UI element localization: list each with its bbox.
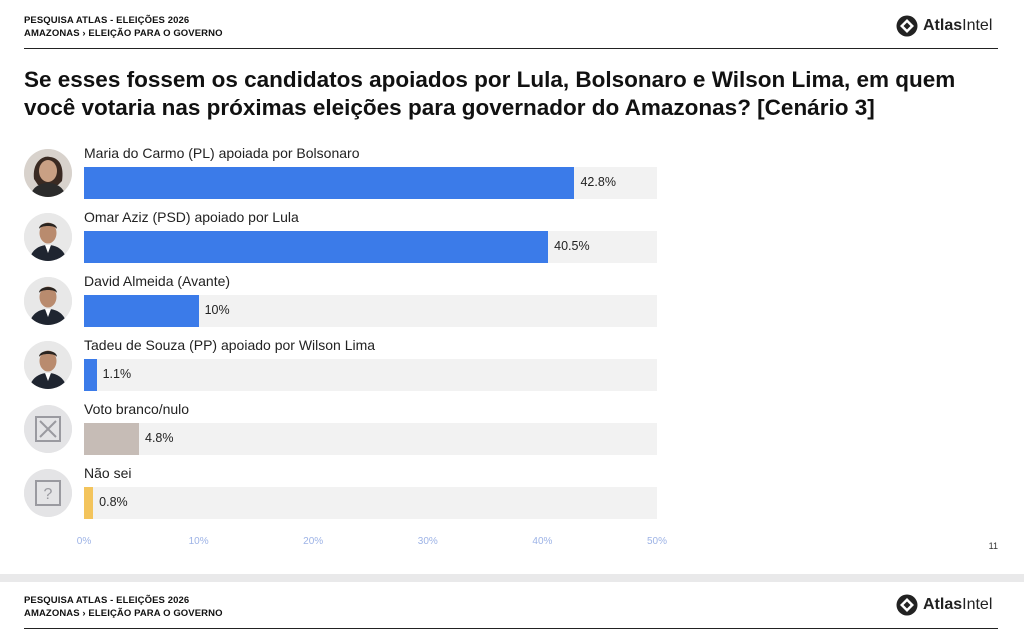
bar [84,487,94,519]
chart-row: David Almeida (Avante) 10% [24,273,664,333]
bar-track: 1.1% [84,359,657,391]
blank-vote-icon [24,405,72,453]
category-label: Voto branco/nulo [84,401,190,417]
logo-text-regular: Intel [962,17,993,34]
value-label: 10% [204,303,230,317]
logo-text-bold: Atlas [923,17,963,34]
next-breadcrumb: AMAZONAS › ELEIÇÃO PARA O GOVERNO [24,608,223,619]
chart-row: ? Não sei 0.8% [24,465,664,525]
atlasintel-logo: AtlasIntel [896,15,992,37]
bar [84,295,199,327]
candidate-avatar [24,213,72,261]
candidate-avatar [24,341,72,389]
x-tick-label: 0% [76,536,92,547]
avatar-woman-icon [24,149,72,197]
candidate-avatar [24,149,72,197]
candidate-avatar [24,405,72,453]
question-mark-icon: ? [24,469,72,517]
category-label: Maria do Carmo (PL) apoiada por Bolsonar… [84,145,360,161]
survey-header: PESQUISA ATLAS - ELEIÇÕES 2026 AMAZONAS … [24,14,223,40]
question-title: Se esses fossem os candidatos apoiados p… [24,67,956,120]
bar [84,167,575,199]
candidate-avatar [24,277,72,325]
next-logo-text-bold: Atlas [923,596,963,613]
bar-track: 4.8% [84,423,657,455]
next-survey-title: PESQUISA ATLAS - ELEIÇÕES 2026 [24,595,190,606]
survey-title: PESQUISA ATLAS - ELEIÇÕES 2026 [24,15,190,26]
next-logo-text-regular: Intel [962,596,993,613]
svg-text:?: ? [44,486,53,503]
value-label: 1.1% [102,367,132,381]
chart-row: Maria do Carmo (PL) apoiada por Bolsonar… [24,145,664,205]
x-tick-label: 40% [532,536,553,547]
breadcrumb: AMAZONAS › ELEIÇÃO PARA O GOVERNO [24,28,223,39]
bar-track: 10% [84,295,657,327]
value-label: 4.8% [145,431,174,445]
page-number: 11 [988,541,998,551]
bar [84,231,549,263]
slide: PESQUISA ATLAS - ELEIÇÕES 2026 AMAZONAS … [0,0,1024,574]
category-label: Não sei [84,465,132,481]
next-slide: PESQUISA ATLAS - ELEIÇÕES 2026 AMAZONAS … [0,582,1024,632]
bar [84,423,139,455]
avatar-man-icon [24,213,72,261]
next-atlasintel-logo-icon [896,594,918,616]
candidate-avatar: ? [24,469,72,517]
category-label: David Almeida (Avante) [84,273,231,289]
bar [84,359,97,391]
chart-row: Voto branco/nulo 4.8% [24,401,664,461]
chart-row: Omar Aziz (PSD) apoiado por Lula 40.5% [24,209,664,269]
header-divider [24,48,998,49]
value-label: 40.5% [554,239,590,253]
avatar-man-icon [24,277,72,325]
x-tick-label: 50% [646,536,668,547]
next-header-divider [24,628,998,629]
x-tick-label: 20% [303,536,324,547]
value-label: 0.8% [99,495,128,509]
value-label: 42.8% [580,175,616,189]
chart-row: Tadeu de Souza (PP) apoiado por Wilson L… [24,337,664,397]
category-label: Omar Aziz (PSD) apoiado por Lula [84,209,299,225]
x-tick-label: 30% [417,536,438,547]
category-label: Tadeu de Souza (PP) apoiado por Wilson L… [84,337,376,353]
bar-track: 0.8% [84,487,657,519]
bar-track: 40.5% [84,231,657,263]
next-atlasintel-logo: AtlasIntel [896,594,992,616]
atlasintel-logo-icon [896,15,918,37]
next-survey-header: PESQUISA ATLAS - ELEIÇÕES 2026 AMAZONAS … [24,594,223,620]
bar-track: 42.8% [84,167,657,199]
x-tick-label: 10% [188,536,209,547]
avatar-man-icon [24,341,72,389]
